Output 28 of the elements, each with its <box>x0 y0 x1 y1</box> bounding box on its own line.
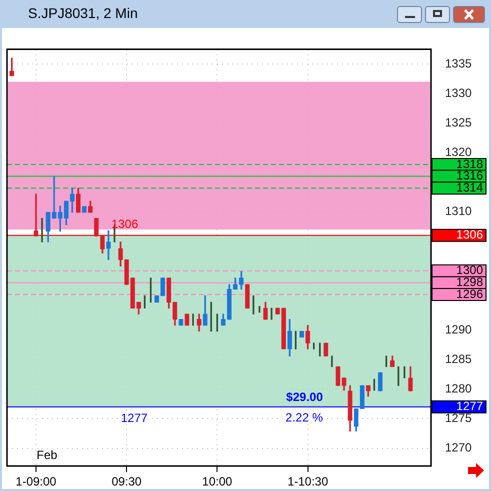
annotation: 2.22 % <box>286 410 324 424</box>
x-tick-label: 1-09:00 <box>16 474 57 489</box>
x-tick-label: 09:30 <box>112 474 142 489</box>
y-tick-label: 1320 <box>445 144 472 159</box>
annotation: Feb <box>36 448 58 462</box>
ref-line-label: 1318 <box>456 156 484 171</box>
y-tick-label: 1335 <box>445 56 472 70</box>
y-tick-label: 1290 <box>445 322 472 336</box>
y-tick-label: 1275 <box>445 411 472 426</box>
y-tick-label: 1325 <box>445 115 472 130</box>
annotation: 1306 <box>111 217 138 232</box>
y-tick-label: 1270 <box>445 440 472 455</box>
ref-line-label: 1306 <box>456 228 484 242</box>
y-tick-label: 1310 <box>445 204 472 218</box>
annotation: $29.00 <box>286 390 324 404</box>
y-tick-label: 1285 <box>445 352 472 366</box>
ref-line-label: 1296 <box>456 286 484 301</box>
x-tick-label: 1-10:30 <box>287 474 328 489</box>
ref-line-label: 1316 <box>456 168 484 183</box>
ref-line-label: 1314 <box>456 180 484 194</box>
y-tick-label: 1280 <box>445 381 472 396</box>
ref-line-label: 1298 <box>456 275 484 290</box>
ref-line-label: 1300 <box>456 263 484 278</box>
ref-line-label: 1277 <box>456 399 484 414</box>
annotation: 1277 <box>120 411 148 426</box>
chart-title: S.JPJ8031, 2 Min <box>28 5 138 21</box>
y-tick-label: 1330 <box>445 86 472 100</box>
x-tick-label: 10:00 <box>202 474 233 489</box>
